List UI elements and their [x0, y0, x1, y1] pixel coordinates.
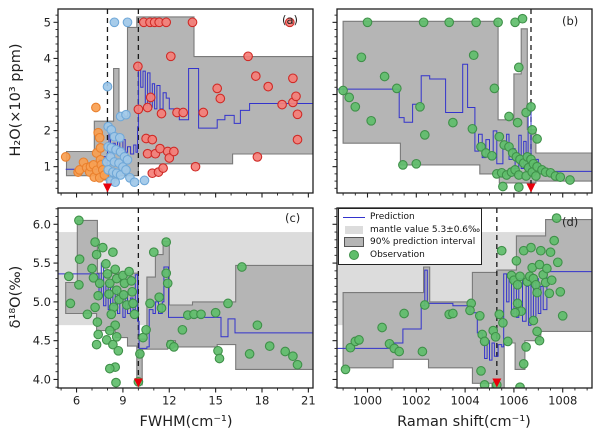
panel-b-ticks: [332, 14, 588, 198]
x-tick-label: 1002: [402, 394, 431, 408]
mantle-band-swatch: [343, 225, 365, 234]
legend-label: Prediction: [370, 212, 415, 223]
prediction-line-swatch: [343, 216, 365, 218]
panel-letter-d: (d): [562, 215, 579, 229]
y-tick-label: 5.5: [33, 256, 51, 270]
x-tick-label: 1000: [353, 394, 382, 408]
x-tick-label: 6: [73, 394, 80, 408]
panel-b: [332, 8, 593, 198]
y-tick-label: 4.0: [33, 372, 51, 386]
y-axis-label-top: H₂O(×10³ ppm): [8, 43, 24, 157]
panel-c-border: [57, 207, 314, 389]
legend-label: Observation: [370, 249, 425, 260]
panel-a-ticks: 1 2 3 4 5: [44, 14, 309, 198]
panel-letter-b: (b): [562, 14, 579, 28]
legend-item-mantle-value: mantle value 5.3±0.6‰: [343, 224, 481, 237]
y-tick-label: 2: [44, 124, 51, 138]
panel-a: 1 2 3 4 5: [44, 8, 314, 198]
y-tick-label: 4.5: [33, 334, 51, 348]
y-tick-label: 4: [44, 51, 51, 65]
panel-b-border: [336, 8, 593, 194]
y-tick-label: 1: [44, 160, 51, 174]
prediction-line: [337, 269, 592, 361]
x-tick-label: 12: [162, 394, 177, 408]
legend-label: mantle value 5.3±0.6‰: [370, 224, 481, 235]
arrow-marker: [133, 378, 143, 388]
observation-orange-points: [60, 102, 110, 183]
arrow-marker: [526, 183, 536, 193]
x-tick-label: 9: [119, 394, 126, 408]
x-tick-label: 1004: [450, 394, 479, 408]
observation-marker-swatch: [343, 249, 365, 260]
y-tick-label: 6.0: [33, 217, 51, 231]
arrow-marker: [492, 378, 502, 388]
panel-c: 6 9 12 15 18 21 4.0 4.5 5.0 5.5 6.0: [33, 207, 316, 408]
legend-item-prediction: Prediction: [343, 211, 477, 224]
legend-item-prediction-interval: 90% prediction interval: [343, 236, 477, 249]
x-tick-label: 1008: [548, 394, 577, 408]
panel-letter-a: (a): [282, 13, 299, 27]
legend-item-observation: Observation: [343, 249, 477, 262]
x-tick-label: 1006: [499, 394, 528, 408]
y-tick-label: 5: [44, 15, 51, 29]
y-axis-label-bottom: δ¹⁸O(‰): [8, 265, 24, 329]
legend: Prediction mantle value 5.3±0.6‰ 90% pre…: [338, 208, 482, 265]
x-axis-label-left: FWHM(cm⁻¹): [139, 414, 233, 430]
panel-d-ticks: 1000 1002 1004 1006 1008: [332, 208, 588, 408]
panel-a-border: [57, 8, 314, 194]
legend-label: 90% prediction interval: [370, 237, 476, 248]
y-tick-label: 3: [44, 88, 51, 102]
panel-c-ticks: 6 9 12 15 18 21 4.0 4.5 5.0 5.5 6.0: [33, 208, 316, 408]
observation-green-points: [340, 213, 568, 388]
arrow-marker: [102, 183, 112, 193]
prediction-interval-swatch: [343, 237, 365, 248]
observation-red-points: [133, 17, 303, 179]
observation-green-points: [338, 13, 575, 193]
observation-green-points: [63, 215, 303, 388]
y-tick-label: 5.0: [33, 295, 51, 309]
observation-blue-points: [101, 17, 150, 188]
x-tick-label: 15: [208, 394, 223, 408]
x-tick-label: 21: [301, 394, 316, 408]
panel-letter-c: (c): [285, 211, 301, 225]
x-axis-label-right: Raman shift(cm⁻¹): [397, 414, 531, 430]
x-tick-label: 18: [255, 394, 270, 408]
